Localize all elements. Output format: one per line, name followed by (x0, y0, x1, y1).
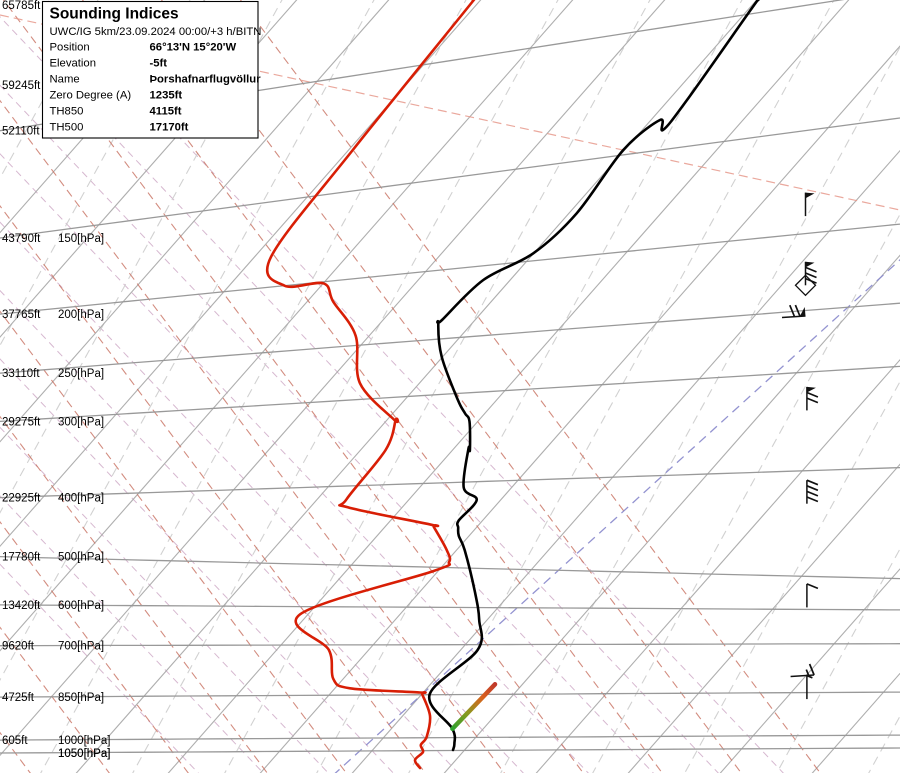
svg-text:33110ft: 33110ft (2, 368, 40, 380)
svg-text:43790ft: 43790ft (2, 233, 41, 245)
svg-text:400[hPa]: 400[hPa] (58, 493, 104, 505)
svg-text:Zero Degree (A): Zero Degree (A) (50, 90, 132, 102)
svg-text:65785ft: 65785ft (2, 0, 41, 12)
svg-text:1000[hPa]: 1000[hPa] (58, 735, 110, 747)
svg-text:37765ft: 37765ft (2, 309, 41, 321)
svg-text:TH500: TH500 (50, 122, 84, 134)
svg-text:52110ft: 52110ft (2, 126, 40, 138)
svg-text:UWC/IG 5km/23.09.2024 00:00/+3: UWC/IG 5km/23.09.2024 00:00/+3 h/BITN (50, 26, 262, 38)
svg-text:59245ft: 59245ft (2, 80, 41, 92)
svg-text:17170ft: 17170ft (150, 122, 189, 134)
svg-text:700[hPa]: 700[hPa] (58, 641, 104, 653)
svg-text:4725ft: 4725ft (2, 692, 35, 704)
svg-text:Sounding Indices: Sounding Indices (50, 6, 179, 23)
svg-text:13420ft: 13420ft (2, 600, 41, 612)
svg-text:600[hPa]: 600[hPa] (58, 600, 104, 612)
svg-text:605ft: 605ft (2, 735, 28, 747)
svg-text:22925ft: 22925ft (2, 493, 41, 505)
svg-text:300[hPa]: 300[hPa] (58, 416, 104, 428)
svg-text:1050[hPa]: 1050[hPa] (58, 748, 110, 760)
svg-text:66°13'N 15°20'W: 66°13'N 15°20'W (150, 42, 237, 54)
svg-text:29275ft: 29275ft (2, 416, 41, 428)
svg-text:Position: Position (50, 42, 90, 54)
svg-text:250[hPa]: 250[hPa] (58, 368, 104, 380)
svg-text:850[hPa]: 850[hPa] (58, 692, 104, 704)
svg-text:Þorshafnarflugvöllur: Þorshafnarflugvöllur (150, 74, 262, 86)
svg-text:-5ft: -5ft (150, 58, 168, 70)
svg-text:Name: Name (50, 74, 80, 86)
svg-text:200[hPa]: 200[hPa] (58, 309, 104, 321)
svg-text:17780ft: 17780ft (2, 552, 41, 564)
svg-text:500[hPa]: 500[hPa] (58, 552, 104, 564)
svg-text:TH850: TH850 (50, 106, 84, 118)
svg-text:9620ft: 9620ft (2, 641, 35, 653)
svg-text:4115ft: 4115ft (150, 106, 182, 118)
svg-text:150[hPa]: 150[hPa] (58, 233, 104, 245)
svg-text:Elevation: Elevation (50, 58, 96, 70)
svg-text:1235ft: 1235ft (150, 90, 183, 102)
